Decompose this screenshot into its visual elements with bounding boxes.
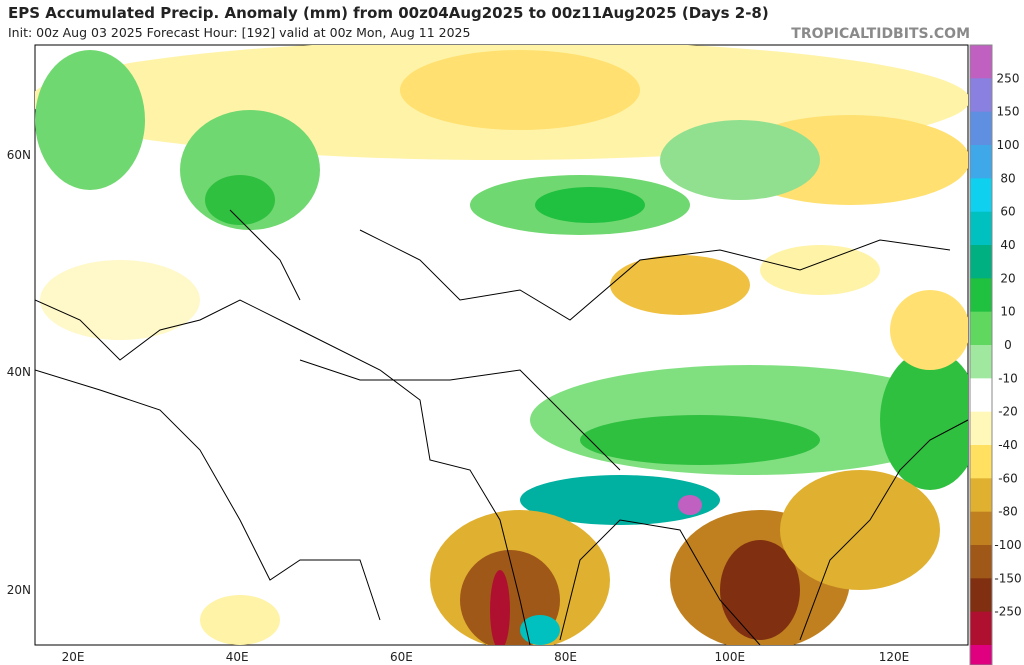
colorbar-label: 250 bbox=[997, 71, 1020, 85]
colorbar-label: 60 bbox=[1000, 205, 1015, 219]
colorbar-label: 150 bbox=[997, 105, 1020, 119]
colorbar-swatch bbox=[970, 111, 992, 146]
colorbar-label: -80 bbox=[998, 505, 1018, 519]
colorbar-swatch bbox=[970, 645, 992, 665]
watermark: TROPICALTIDBITS.COM bbox=[791, 26, 970, 42]
lat-label: 20N bbox=[7, 583, 31, 597]
colorbar-label: -150 bbox=[994, 571, 1021, 585]
colorbar-swatch bbox=[970, 511, 992, 546]
subtitle: Init: 00z Aug 03 2025 Forecast Hour: [19… bbox=[8, 25, 470, 40]
lon-labels: 20E 40E 60E 80E 100E 120E bbox=[62, 650, 910, 664]
colorbar-swatch bbox=[970, 578, 992, 613]
title: EPS Accumulated Precip. Anomaly (mm) fro… bbox=[8, 4, 769, 22]
lon-label: 120E bbox=[879, 650, 910, 664]
lon-label: 20E bbox=[62, 650, 85, 664]
anomaly-field bbox=[35, 45, 968, 645]
colorbar-label: 20 bbox=[1000, 271, 1015, 285]
colorbar-label: -100 bbox=[994, 538, 1021, 552]
colorbar-swatch bbox=[970, 311, 992, 346]
map-area bbox=[34, 44, 969, 646]
colorbar-swatch bbox=[970, 178, 992, 213]
colorbar-swatch bbox=[970, 245, 992, 279]
colorbar-label: 0 bbox=[1004, 338, 1012, 352]
lon-label: 40E bbox=[226, 650, 249, 664]
colorbar-label: 100 bbox=[997, 138, 1020, 152]
colorbar-swatch bbox=[970, 145, 992, 179]
colorbar-swatch bbox=[970, 211, 992, 246]
colorbar-swatch bbox=[970, 445, 992, 479]
colorbar-label: -60 bbox=[998, 471, 1018, 485]
colorbar-swatch bbox=[970, 378, 992, 413]
colorbar-swatch bbox=[970, 611, 992, 646]
colorbar: 25015010080604020100-10-20-40-60-80-100-… bbox=[969, 44, 1022, 665]
colorbar-label: -250 bbox=[994, 605, 1021, 619]
lat-labels: 60N 40N 20N bbox=[7, 148, 31, 597]
colorbar-label: 40 bbox=[1000, 238, 1015, 252]
colorbar-frame bbox=[969, 44, 993, 665]
lat-label: 40N bbox=[7, 365, 31, 379]
lat-label: 60N bbox=[7, 148, 31, 162]
colorbar-swatch bbox=[970, 411, 992, 446]
colorbar-label: 10 bbox=[1000, 305, 1015, 319]
lon-label: 80E bbox=[554, 650, 577, 664]
colorbar-label: -20 bbox=[998, 405, 1018, 419]
colorbar-label: -10 bbox=[998, 371, 1018, 385]
colorbar-swatch bbox=[970, 45, 992, 79]
lon-label: 60E bbox=[390, 650, 413, 664]
colorbar-swatch bbox=[970, 78, 992, 113]
colorbar-label: -40 bbox=[998, 438, 1018, 452]
colorbar-swatch bbox=[970, 278, 992, 313]
colorbar-swatch bbox=[970, 345, 992, 379]
colorbar-swatch bbox=[970, 545, 992, 579]
lon-label: 100E bbox=[715, 650, 746, 664]
colorbar-swatch bbox=[970, 478, 992, 513]
colorbar-label: 80 bbox=[1000, 171, 1015, 185]
